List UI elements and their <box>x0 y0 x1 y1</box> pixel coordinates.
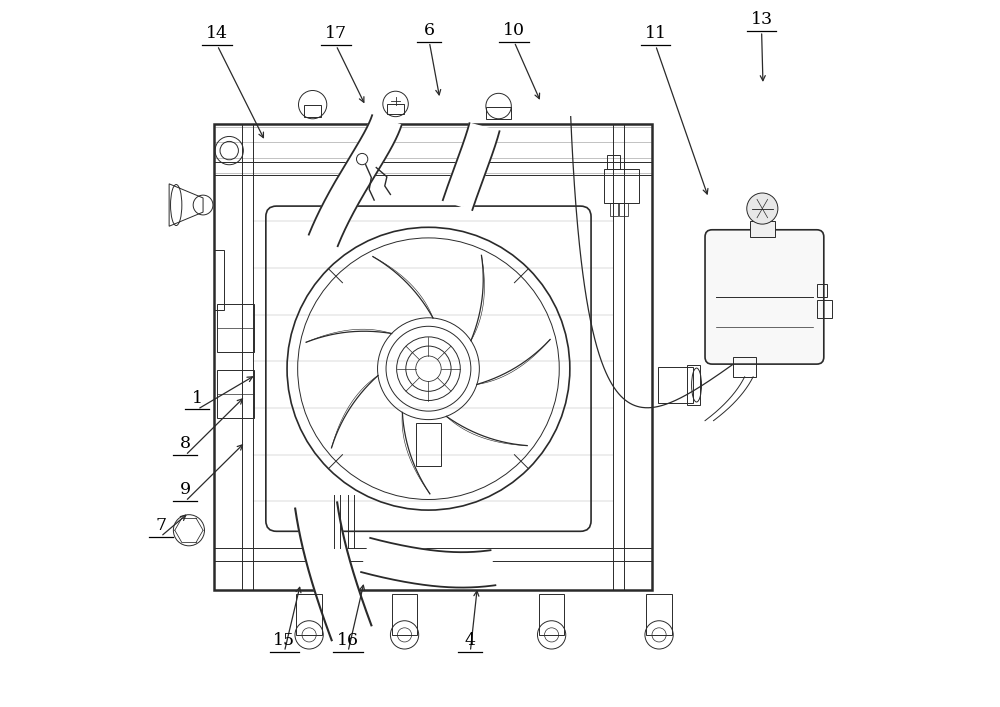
Text: 14: 14 <box>206 25 228 42</box>
Bar <box>214 124 253 590</box>
Bar <box>817 300 832 318</box>
Text: 16: 16 <box>337 632 359 649</box>
Bar <box>214 250 224 310</box>
Text: 6: 6 <box>424 22 435 39</box>
Bar <box>658 368 693 403</box>
Text: 11: 11 <box>645 25 667 42</box>
Bar <box>613 124 652 590</box>
Bar <box>416 423 441 465</box>
Bar <box>687 366 700 405</box>
Text: 10: 10 <box>503 22 525 39</box>
Bar <box>214 124 652 175</box>
Bar <box>750 221 775 237</box>
Bar <box>610 203 618 216</box>
Bar <box>217 304 254 352</box>
Bar <box>214 124 652 590</box>
Polygon shape <box>361 538 495 588</box>
Bar <box>296 594 322 635</box>
Bar <box>733 357 756 377</box>
Bar <box>304 105 321 117</box>
Bar <box>486 107 511 119</box>
Text: 8: 8 <box>180 436 191 452</box>
Text: 13: 13 <box>751 11 773 28</box>
Bar <box>392 594 417 635</box>
Bar <box>539 594 564 635</box>
Bar <box>607 155 620 169</box>
Polygon shape <box>443 123 499 210</box>
Text: 15: 15 <box>273 632 295 649</box>
Polygon shape <box>309 115 402 246</box>
Text: 1: 1 <box>192 390 203 407</box>
Bar <box>646 594 672 635</box>
FancyBboxPatch shape <box>705 230 824 364</box>
Bar <box>214 548 652 590</box>
Bar <box>604 169 639 203</box>
Text: 17: 17 <box>325 25 347 42</box>
Text: 4: 4 <box>465 632 476 649</box>
Bar <box>817 284 827 297</box>
Bar <box>387 104 404 114</box>
Bar <box>619 203 628 216</box>
Polygon shape <box>295 503 371 641</box>
Bar <box>217 370 254 418</box>
Circle shape <box>747 193 778 224</box>
Text: 7: 7 <box>155 517 166 534</box>
Text: 9: 9 <box>180 481 191 498</box>
